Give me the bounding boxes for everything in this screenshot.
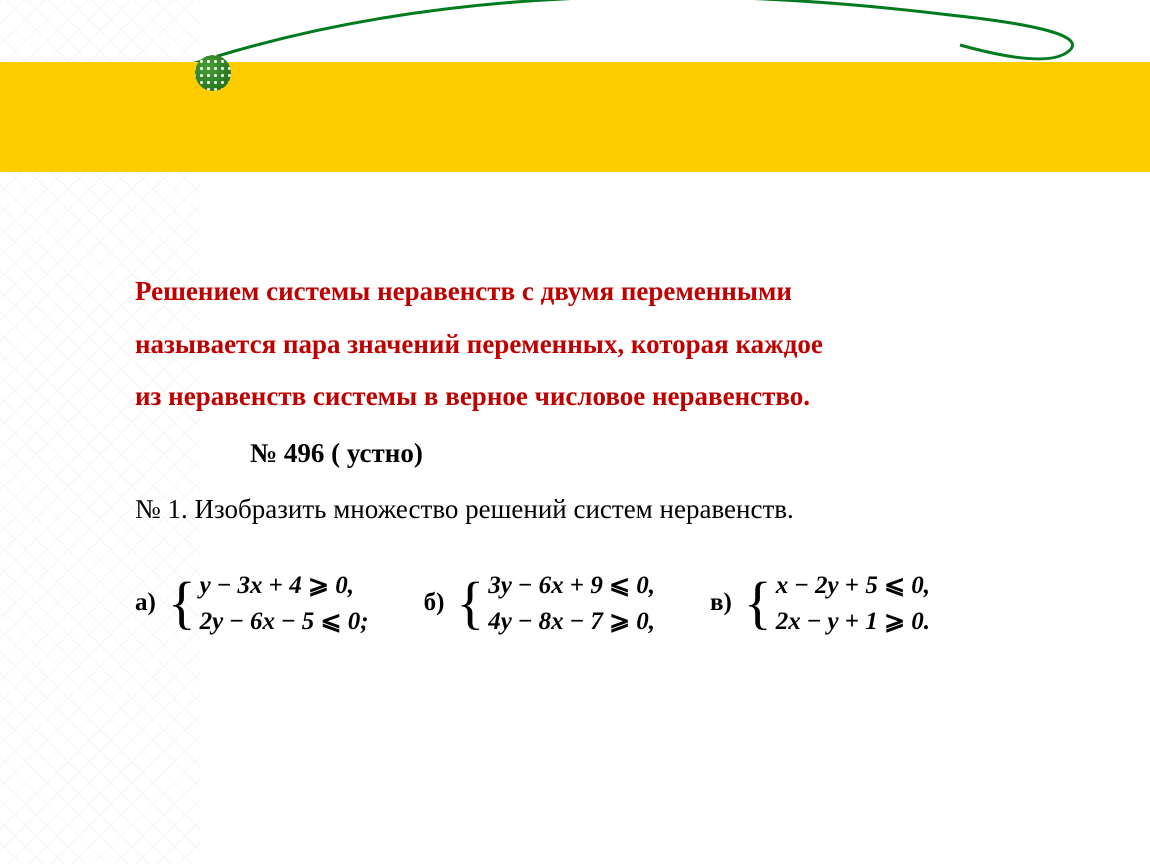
system-brace: { bbox=[456, 580, 484, 626]
system-a-line1: y − 3x + 4 ⩾ 0, bbox=[200, 570, 369, 600]
dotted-ball-icon bbox=[195, 55, 231, 91]
yellow-header-bar bbox=[0, 62, 1150, 172]
task-description: № 1. Изобразить множество решений систем… bbox=[135, 494, 1095, 525]
system-b-line1: 3y − 6x + 9 ⩽ 0, bbox=[488, 570, 655, 600]
system-v-label: в) bbox=[710, 589, 732, 617]
system-b-label: б) bbox=[424, 589, 445, 617]
content-area: Решением системы неравенств с двумя пере… bbox=[135, 265, 1095, 636]
system-a: а) { y − 3x + 4 ⩾ 0, 2y − 6x − 5 ⩽ 0; bbox=[135, 570, 369, 636]
system-v-line2: 2x − y + 1 ⩾ 0. bbox=[776, 606, 930, 636]
systems-row: а) { y − 3x + 4 ⩾ 0, 2y − 6x − 5 ⩽ 0; б)… bbox=[135, 570, 1095, 636]
system-a-label: а) bbox=[135, 589, 156, 617]
system-a-line2: 2y − 6x − 5 ⩽ 0; bbox=[200, 606, 369, 636]
system-b-line2: 4y − 8x − 7 ⩾ 0, bbox=[488, 606, 655, 636]
definition-line3: из неравенств системы в верное числовое … bbox=[135, 381, 810, 411]
system-v-line1: x − 2y + 5 ⩽ 0, bbox=[776, 570, 930, 600]
definition-line2: называется пара значений переменных, кот… bbox=[135, 329, 823, 359]
definition-text: Решением системы неравенств с двумя пере… bbox=[135, 265, 1095, 423]
system-v: в) { x − 2y + 5 ⩽ 0, 2x − y + 1 ⩾ 0. bbox=[710, 570, 930, 636]
exercise-reference: № 496 ( устно) bbox=[250, 438, 1095, 469]
definition-line1: Решением системы неравенств с двумя пере… bbox=[135, 276, 792, 306]
system-b: б) { 3y − 6x + 9 ⩽ 0, 4y − 8x − 7 ⩾ 0, bbox=[424, 570, 655, 636]
system-brace: { bbox=[744, 580, 772, 626]
system-brace: { bbox=[168, 580, 196, 626]
